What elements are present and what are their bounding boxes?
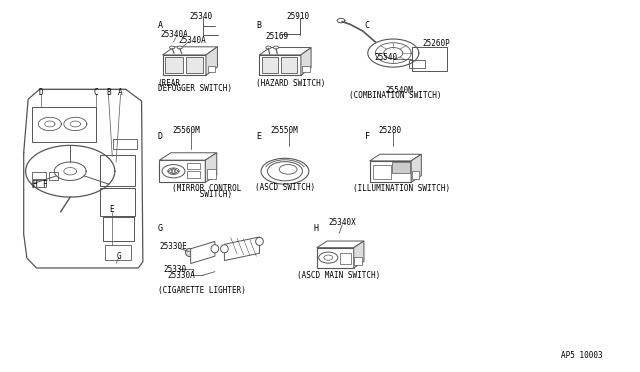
Bar	[188, 171, 200, 178]
Circle shape	[273, 46, 278, 49]
Bar	[49, 172, 58, 180]
Text: E: E	[109, 205, 114, 215]
Ellipse shape	[221, 245, 228, 253]
Bar	[373, 164, 391, 179]
Text: 25340X: 25340X	[328, 218, 356, 227]
Bar	[32, 180, 46, 187]
Text: H: H	[314, 224, 319, 233]
Text: AP5 10003: AP5 10003	[561, 350, 602, 360]
Bar	[100, 188, 135, 215]
Text: E: E	[256, 132, 261, 141]
Polygon shape	[301, 48, 311, 75]
Text: (REAR: (REAR	[157, 79, 180, 88]
Circle shape	[319, 252, 338, 263]
Text: (CIGARETTE LIGHTER): (CIGARETTE LIGHTER)	[158, 286, 246, 295]
Polygon shape	[370, 154, 421, 161]
Text: A: A	[118, 89, 123, 97]
Circle shape	[162, 164, 185, 178]
Text: 25340A: 25340A	[161, 30, 188, 39]
Ellipse shape	[255, 237, 263, 246]
Text: A: A	[157, 21, 163, 30]
Ellipse shape	[261, 158, 309, 184]
Text: (ASCD MAIN SWITCH): (ASCD MAIN SWITCH)	[298, 271, 381, 280]
Ellipse shape	[268, 161, 303, 181]
Bar	[100, 155, 135, 186]
Bar	[165, 57, 183, 73]
Polygon shape	[206, 47, 218, 75]
Bar	[32, 172, 46, 179]
Bar	[163, 55, 206, 75]
Circle shape	[266, 46, 271, 49]
Bar	[259, 55, 301, 75]
Text: 25340A: 25340A	[179, 36, 206, 45]
Text: SWITCH): SWITCH)	[172, 190, 232, 199]
Bar	[317, 248, 354, 268]
Bar	[159, 160, 205, 182]
Text: 25910: 25910	[287, 12, 310, 21]
Polygon shape	[259, 48, 311, 55]
Bar	[302, 65, 310, 72]
Circle shape	[170, 46, 175, 49]
Text: (ILLUMINATION SWITCH): (ILLUMINATION SWITCH)	[353, 185, 451, 193]
Text: 25330: 25330	[164, 264, 187, 273]
Text: 25540: 25540	[374, 53, 397, 62]
Text: (MIRROR CONTROL: (MIRROR CONTROL	[172, 185, 241, 193]
Bar	[262, 57, 278, 73]
Bar	[103, 217, 134, 241]
Text: F: F	[42, 180, 47, 189]
Bar	[186, 57, 204, 73]
Bar	[355, 257, 362, 265]
Ellipse shape	[186, 248, 193, 257]
Bar	[32, 107, 96, 142]
Polygon shape	[225, 237, 259, 260]
Text: 25280: 25280	[379, 126, 402, 135]
Circle shape	[324, 255, 333, 260]
Bar	[105, 245, 131, 260]
Text: 25560M: 25560M	[172, 126, 200, 135]
Text: D: D	[157, 132, 163, 141]
Bar	[113, 139, 137, 149]
Polygon shape	[205, 153, 217, 182]
Bar	[409, 61, 425, 68]
Text: 25330E: 25330E	[159, 243, 187, 251]
Bar	[281, 57, 297, 73]
Bar	[392, 162, 410, 173]
Text: 25169: 25169	[266, 32, 289, 41]
Text: DEFOGGER SWITCH): DEFOGGER SWITCH)	[157, 84, 232, 93]
Polygon shape	[411, 154, 421, 182]
Text: B: B	[106, 89, 111, 97]
Circle shape	[177, 46, 182, 49]
Text: G: G	[157, 224, 163, 233]
Text: F: F	[365, 132, 370, 141]
Ellipse shape	[211, 245, 219, 253]
Text: (COMBINATION SWITCH): (COMBINATION SWITCH)	[349, 91, 442, 100]
Text: 25540M: 25540M	[386, 86, 413, 94]
Polygon shape	[317, 241, 364, 248]
Bar	[207, 169, 216, 179]
Text: (ASCD SWITCH): (ASCD SWITCH)	[255, 183, 315, 192]
Text: 25550M: 25550M	[270, 126, 298, 135]
Text: G: G	[116, 251, 121, 261]
Text: 25340: 25340	[189, 12, 212, 21]
Text: C: C	[365, 21, 370, 30]
Text: D: D	[38, 89, 44, 97]
Circle shape	[168, 168, 179, 174]
Polygon shape	[354, 241, 364, 268]
Text: C: C	[93, 89, 98, 97]
Polygon shape	[191, 241, 215, 263]
Bar	[208, 65, 216, 72]
Polygon shape	[163, 47, 218, 55]
Bar	[412, 47, 447, 71]
Bar	[340, 253, 351, 264]
Text: 25330A: 25330A	[167, 271, 195, 280]
Bar	[412, 171, 419, 179]
Polygon shape	[159, 153, 217, 160]
Text: H: H	[32, 180, 37, 189]
Text: 25260P: 25260P	[422, 39, 450, 48]
Bar	[370, 161, 411, 182]
Text: B: B	[256, 21, 261, 30]
Text: (HAZARD SWITCH): (HAZARD SWITCH)	[256, 79, 326, 88]
Ellipse shape	[279, 164, 297, 174]
Bar	[188, 163, 200, 169]
